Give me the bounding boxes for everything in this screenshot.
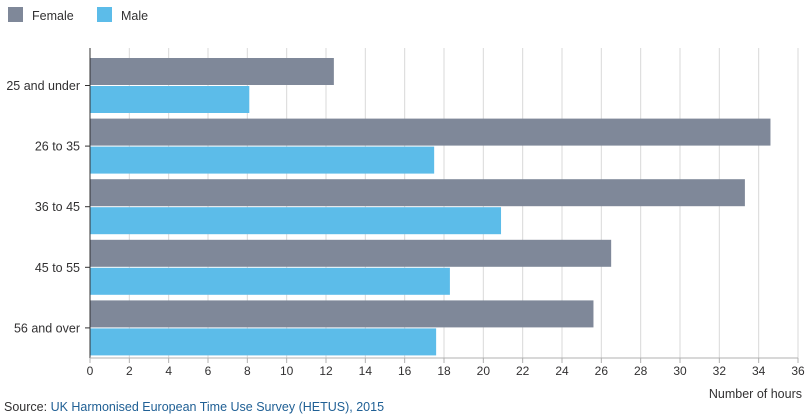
y-category-label: 56 and over [14,321,80,335]
x-tick-label: 36 [791,364,805,378]
source-prefix: Source: [4,400,51,414]
y-category-labels: 25 and under 26 to 35 36 to 45 45 to 55 56 a… [6,79,90,335]
x-tick-label: 24 [555,364,569,378]
x-axis-label: Number of hours [709,387,802,401]
x-tick-label: 6 [205,364,212,378]
y-category-label: 26 to 35 [35,140,80,154]
bar-female-1 [90,118,771,146]
legend: Female Male [8,7,148,23]
x-tick-label: 26 [595,364,609,378]
bar-female-4 [90,300,594,328]
x-tick-label: 30 [673,364,687,378]
bar-male-4 [90,328,437,356]
x-tick-label: 22 [516,364,530,378]
legend-label-male: Male [121,9,148,23]
bars [90,58,771,356]
x-tick-label: 12 [319,364,333,378]
source-note: Source: UK Harmonised European Time Use … [4,400,384,414]
x-tick-label: 4 [165,364,172,378]
bar-male-1 [90,146,435,174]
x-tick-label: 10 [280,364,294,378]
x-tick-label: 32 [713,364,727,378]
y-category-label: 36 to 45 [35,200,80,214]
bar-male-3 [90,267,450,295]
x-tick-label: 28 [634,364,648,378]
x-tick-label: 2 [126,364,133,378]
y-category-label: 45 to 55 [35,261,80,275]
y-category-label: 25 and under [6,79,80,93]
x-tick-label: 34 [752,364,766,378]
x-tick-label: 18 [437,364,451,378]
source-link[interactable]: UK Harmonised European Time Use Survey (… [50,400,385,414]
legend-label-female: Female [32,9,74,23]
x-tick-label: 16 [398,364,412,378]
bar-female-2 [90,179,745,207]
legend-swatch-male [97,7,112,22]
legend-swatch-female [8,7,23,22]
x-tick-label: 14 [359,364,373,378]
x-tick-label: 8 [244,364,251,378]
bar-female-3 [90,239,612,267]
x-tick-label: 0 [87,364,94,378]
x-tick-label: 20 [477,364,491,378]
x-tick-labels: 0 2 4 6 8 10 12 14 16 18 20 22 24 26 28 30 32 34 36 [87,358,805,378]
bar-male-0 [90,86,250,113]
bar-male-2 [90,207,502,235]
bar-female-0 [90,58,334,85]
